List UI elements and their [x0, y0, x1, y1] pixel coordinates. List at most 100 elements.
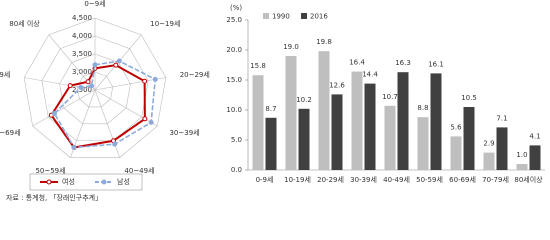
bar — [483, 152, 495, 170]
bar — [450, 136, 462, 170]
value-label: 1.0 — [516, 151, 527, 159]
legend-label: 1990 — [272, 13, 290, 21]
value-label: 10.7 — [382, 93, 398, 101]
bar — [364, 83, 376, 170]
unit-label: (%) — [230, 4, 242, 12]
bar — [529, 145, 541, 170]
value-label: 16.3 — [395, 59, 411, 67]
bar — [463, 107, 475, 170]
category-label: 40~49세 — [124, 166, 154, 175]
r-tick-label: 3,000 — [72, 68, 92, 76]
category-label: 10~19세 — [150, 19, 180, 28]
value-label: 19.0 — [283, 43, 299, 51]
value-label: 8.7 — [265, 105, 276, 113]
y-tick-label: 5.0 — [231, 136, 242, 144]
grid-ring — [59, 53, 131, 125]
point — [85, 79, 91, 85]
spoke — [24, 77, 96, 91]
category-label: 80세 이상 — [9, 19, 40, 28]
x-tick-label: 0-9세 — [256, 175, 274, 184]
value-label: 16.1 — [428, 60, 444, 68]
r-tick-label: 2,500 — [72, 86, 92, 94]
value-label: 14.4 — [362, 71, 378, 79]
series-line — [50, 64, 146, 149]
category-label: 50~59세 — [35, 166, 65, 175]
category-label: 60~69세 — [0, 128, 21, 137]
category-label: 20~29세 — [180, 70, 210, 79]
value-label: 7.1 — [496, 114, 507, 122]
value-label: 10.2 — [296, 96, 312, 104]
y-tick-label: 0.0 — [231, 166, 242, 174]
page: 자료 : 통계청, 「장래인구추계」 2,500 3,000 3,500 4,000 4… — [0, 0, 545, 202]
y-tick-label: 15.0 — [226, 76, 242, 84]
r-tick-label: 3,500 — [72, 50, 92, 58]
point — [92, 62, 98, 68]
point — [142, 116, 148, 122]
value-label: 15.8 — [250, 62, 266, 70]
point — [142, 78, 148, 84]
value-label: 19.8 — [316, 38, 332, 46]
bar — [285, 56, 297, 170]
y-tick-label: 25.0 — [226, 16, 242, 24]
bar — [417, 117, 429, 170]
legend-swatch — [263, 13, 269, 19]
point — [113, 62, 119, 68]
r-tick-label: 4,000 — [72, 32, 92, 40]
point — [71, 145, 77, 151]
legend-marker — [101, 179, 107, 185]
value-label: 10.5 — [461, 94, 477, 102]
legend-label: 여성 — [62, 177, 75, 186]
point — [116, 58, 122, 64]
y-tick-label: 20.0 — [226, 46, 242, 54]
x-tick-label: 60-69세 — [449, 175, 476, 184]
bar — [516, 164, 528, 170]
bar — [496, 127, 508, 170]
legend-label: 남성 — [117, 177, 130, 186]
point — [78, 84, 84, 90]
value-label: 8.8 — [417, 104, 428, 112]
category-label: 0~9세 — [84, 0, 105, 8]
bar — [397, 72, 409, 170]
x-tick-label: 30-39세 — [350, 175, 377, 184]
x-tick-label: 20-29세 — [317, 175, 344, 184]
x-tick-label: 70-79세 — [482, 175, 509, 184]
bar — [298, 108, 310, 170]
point — [152, 76, 158, 82]
spoke — [94, 89, 158, 127]
x-tick-label: 40-49세 — [383, 175, 410, 184]
point — [112, 141, 118, 147]
value-label: 5.6 — [450, 123, 462, 131]
r-tick-label: 4,500 — [72, 14, 92, 22]
grid-ring — [23, 17, 167, 158]
bar — [318, 51, 330, 171]
bar — [384, 105, 396, 170]
value-label: 4.1 — [529, 132, 540, 140]
value-label: 12.6 — [329, 81, 345, 89]
value-label: 2.9 — [483, 140, 494, 148]
point — [51, 110, 57, 116]
category-label: 30~39세 — [169, 128, 199, 137]
spoke — [32, 89, 96, 127]
bar — [265, 117, 277, 170]
x-tick-label: 10-19세 — [284, 175, 311, 184]
legend-box — [29, 173, 143, 191]
grid-ring — [76, 71, 114, 108]
legend-label: 2016 — [310, 13, 328, 21]
grid-ring — [41, 35, 149, 142]
bar — [430, 73, 442, 170]
legend-swatch — [301, 13, 307, 19]
value-label: 16.4 — [349, 59, 365, 67]
source-note: 자료 : 통계청, 「장래인구추계」 — [6, 193, 102, 202]
bar — [331, 94, 343, 170]
point — [89, 83, 95, 89]
bar — [252, 75, 264, 170]
bar — [351, 71, 363, 170]
y-tick-label: 10.0 — [226, 106, 242, 114]
point — [148, 119, 154, 125]
x-tick-label: 50-59세 — [416, 175, 443, 184]
legend-marker — [46, 179, 52, 185]
category-label: 70~79세 — [0, 70, 10, 79]
series-line — [53, 60, 157, 149]
x-tick-label: 80세이상 — [514, 175, 543, 184]
point — [67, 83, 73, 89]
